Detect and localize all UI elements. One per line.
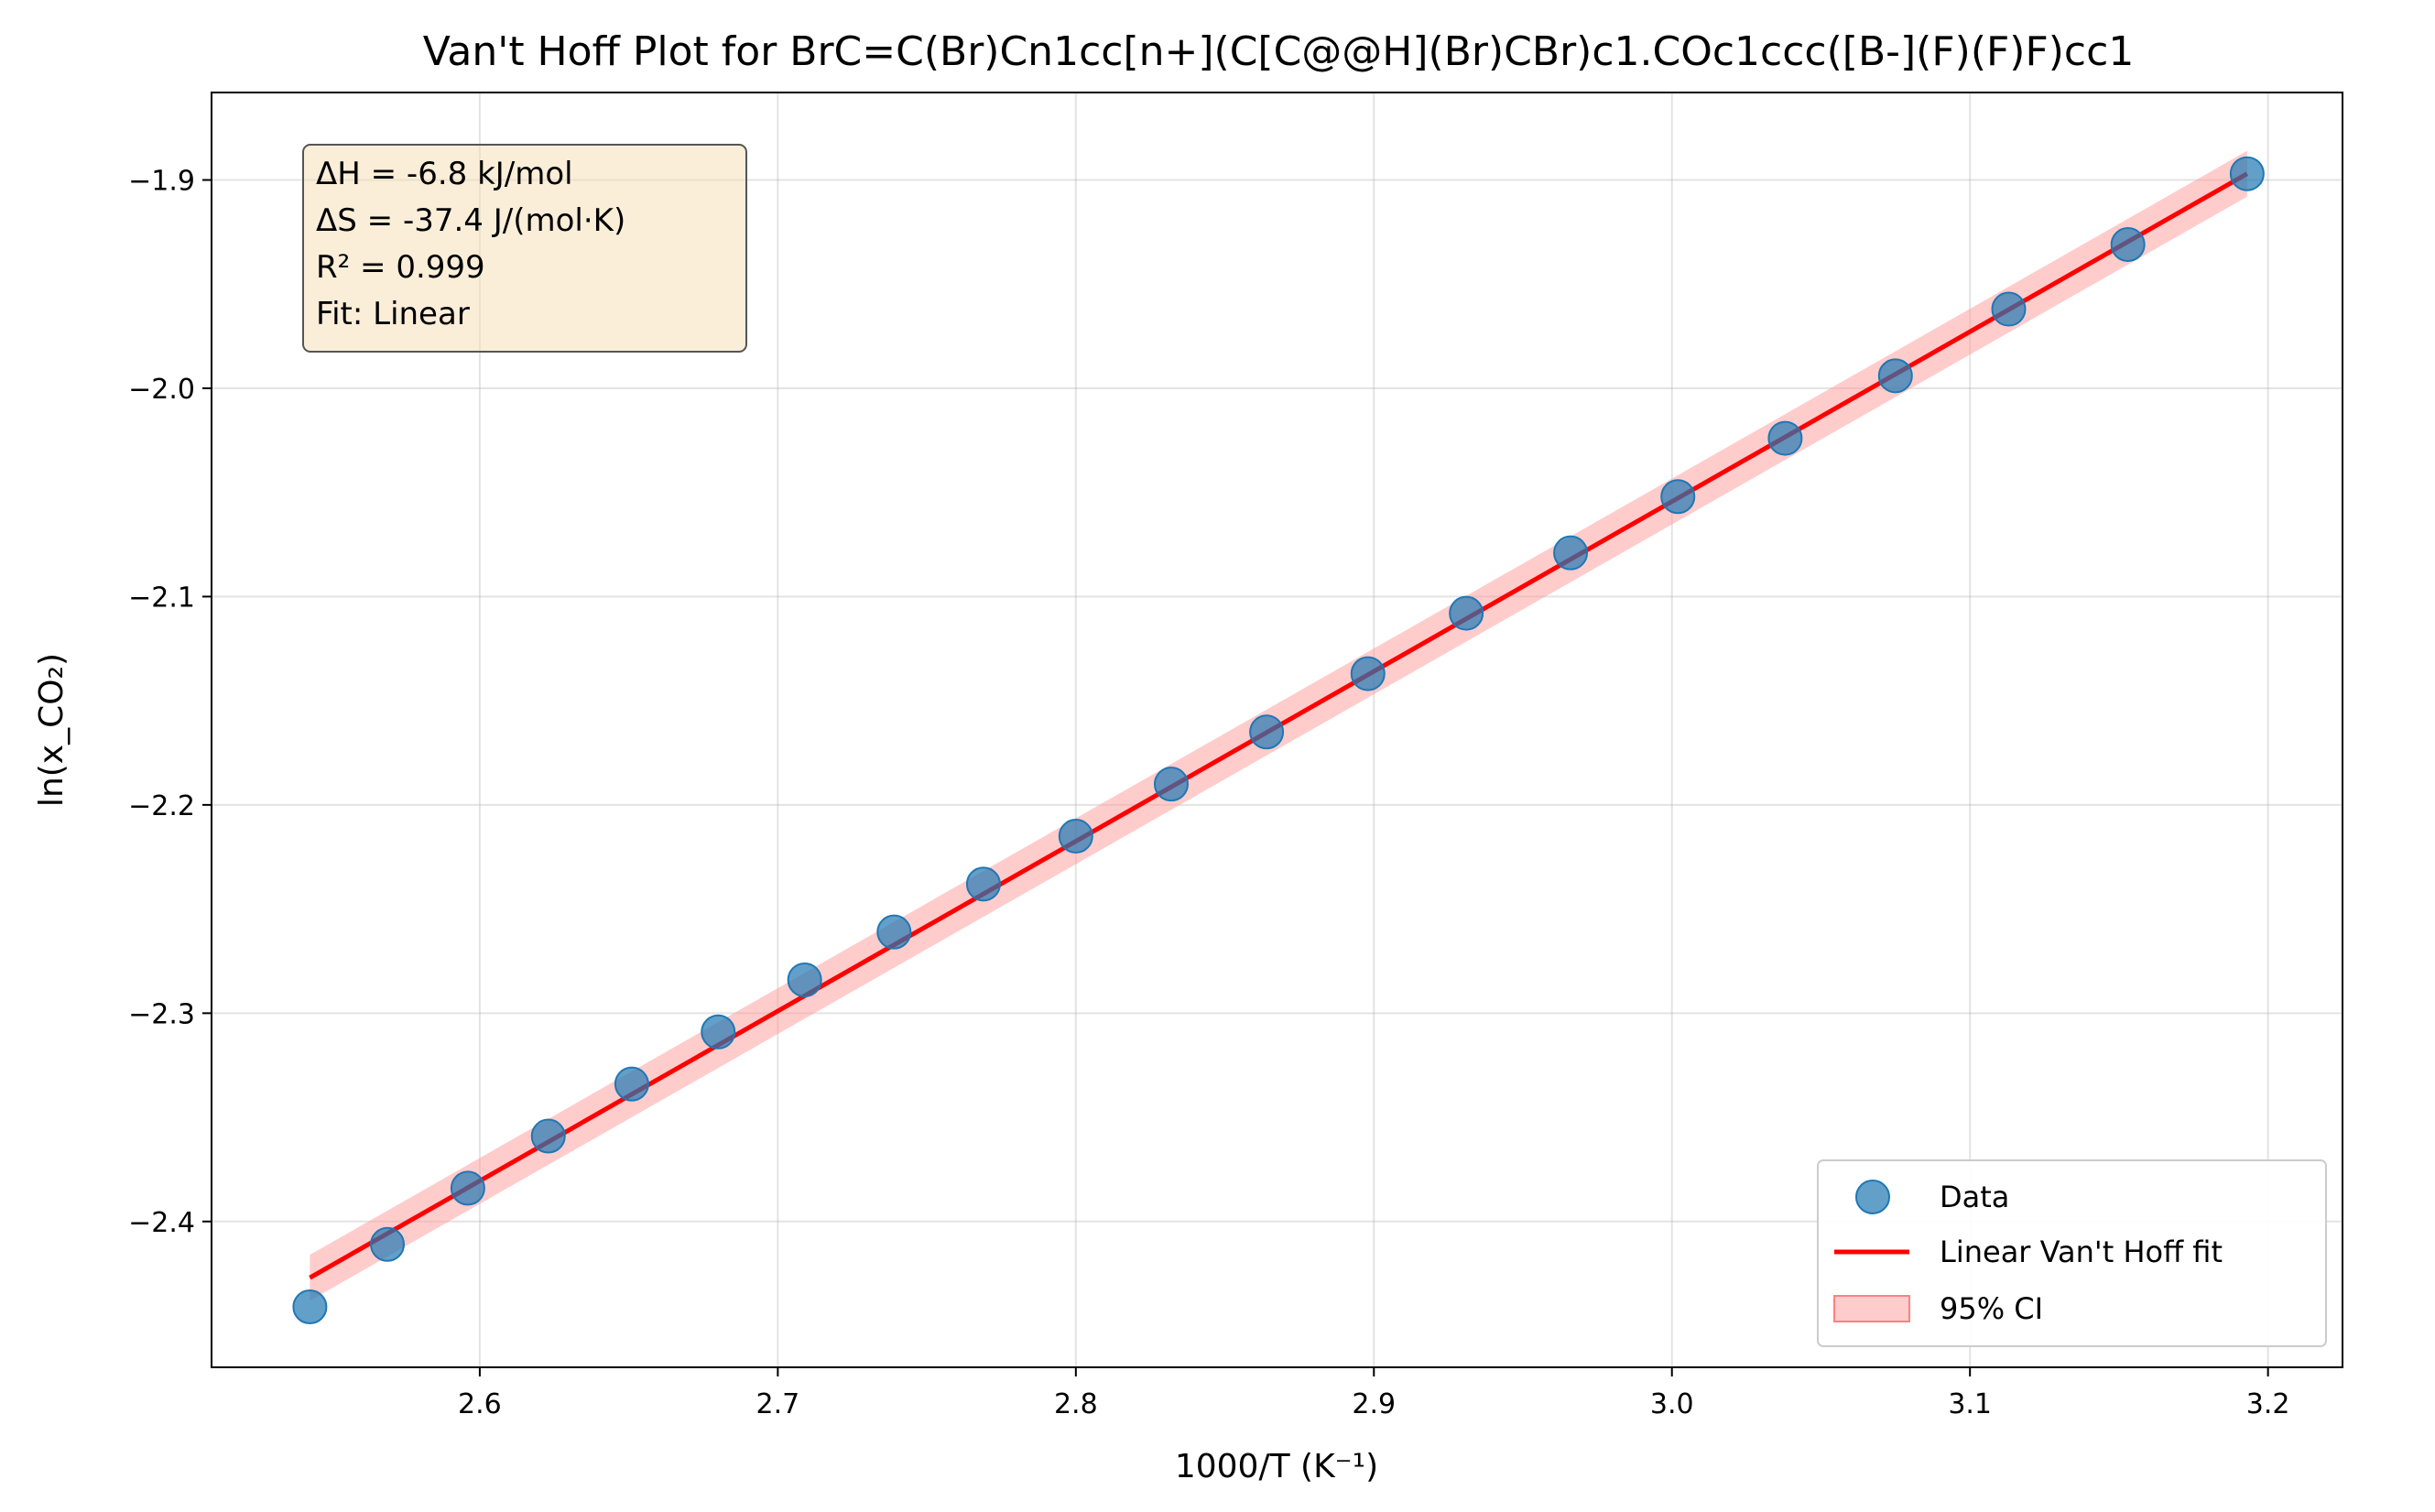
x-tick-label: 2.9 (1352, 1388, 1396, 1420)
x-tick-label: 3.2 (2246, 1388, 2290, 1420)
y-tick-label: −2.3 (128, 998, 195, 1030)
y-axis-label: ln(x_CO₂) (33, 653, 71, 807)
stats-r-squared: R² = 0.999 (316, 249, 485, 286)
y-tick-label: −2.0 (128, 374, 195, 406)
y-tick-label: −2.4 (128, 1207, 195, 1239)
data-point (450, 1170, 485, 1206)
legend-fit-label: Linear Van't Hoff fit (1940, 1235, 2223, 1269)
legend-data-label: Data (1940, 1180, 2009, 1214)
data-point (965, 866, 1001, 902)
data-point (1767, 420, 1803, 456)
data-point (292, 1289, 328, 1325)
legend-frame (1817, 1159, 2327, 1347)
data-point (2229, 156, 2265, 191)
data-point (370, 1226, 406, 1262)
stats-annotation-box: ΔH = -6.8 kJ/mol ΔS = -37.4 J/(mol·K) R²… (302, 144, 747, 353)
data-point-layer (292, 156, 2265, 1325)
y-tick-label: −1.9 (128, 166, 195, 198)
data-point (1153, 767, 1189, 802)
data-point (530, 1118, 566, 1154)
data-point (1449, 595, 1484, 631)
data-point (1991, 291, 2027, 327)
data-point (2110, 227, 2146, 263)
x-tick-label: 2.7 (756, 1388, 800, 1420)
x-axis-label: 1000/T (K⁻¹) (1175, 1448, 1378, 1485)
chart-title: Van't Hoff Plot for BrC=C(Br)Cn1cc[n+](C… (423, 28, 2135, 75)
x-tick-label: 3.0 (1650, 1388, 1694, 1420)
data-point (614, 1066, 649, 1102)
x-tick-label: 2.8 (1054, 1388, 1098, 1420)
stats-delta-h: ΔH = -6.8 kJ/mol (316, 156, 573, 192)
data-point (787, 962, 822, 997)
data-point (701, 1014, 736, 1050)
data-point (1058, 819, 1093, 854)
grid (212, 92, 2343, 1367)
x-tick-label: 3.1 (1948, 1388, 1992, 1420)
legend: Data Linear Van't Hoff fit 95% CI (1817, 1159, 2327, 1347)
y-tick-label: −2.1 (128, 582, 195, 614)
data-point (1249, 714, 1285, 750)
data-point (1877, 358, 1913, 394)
stats-delta-s: ΔS = -37.4 J/(mol·K) (316, 202, 625, 239)
legend-ci-swatch (1833, 1295, 1910, 1322)
y-tick-label: −2.2 (128, 790, 195, 822)
stats-box-background (302, 144, 747, 353)
plot-frame (211, 92, 2343, 1368)
data-point (876, 914, 912, 950)
stats-fit-type: Fit: Linear (316, 296, 470, 332)
x-axis-ticks: 2.6 2.7 2.8 2.9 3.0 3.1 3.2 (458, 1367, 2289, 1420)
data-point (1553, 535, 1589, 571)
legend-data-marker (1855, 1180, 1890, 1214)
y-axis-ticks: −2.4 −2.3 −2.2 −2.1 −2.0 −1.9 (128, 166, 212, 1239)
data-point (1660, 479, 1696, 515)
legend-ci-label: 95% CI (1940, 1291, 2043, 1326)
x-tick-label: 2.6 (458, 1388, 502, 1420)
data-point (1350, 656, 1386, 691)
